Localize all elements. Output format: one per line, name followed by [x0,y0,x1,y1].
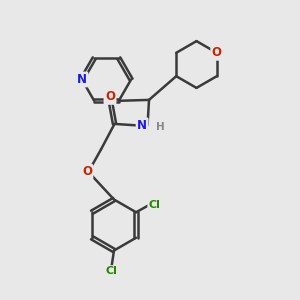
Text: O: O [82,165,92,178]
Text: O: O [212,46,222,59]
Text: N: N [77,73,87,86]
Text: O: O [105,90,115,104]
Text: H: H [156,122,165,132]
Text: N: N [137,119,147,132]
Text: Cl: Cl [106,266,118,277]
Text: Cl: Cl [149,200,161,210]
